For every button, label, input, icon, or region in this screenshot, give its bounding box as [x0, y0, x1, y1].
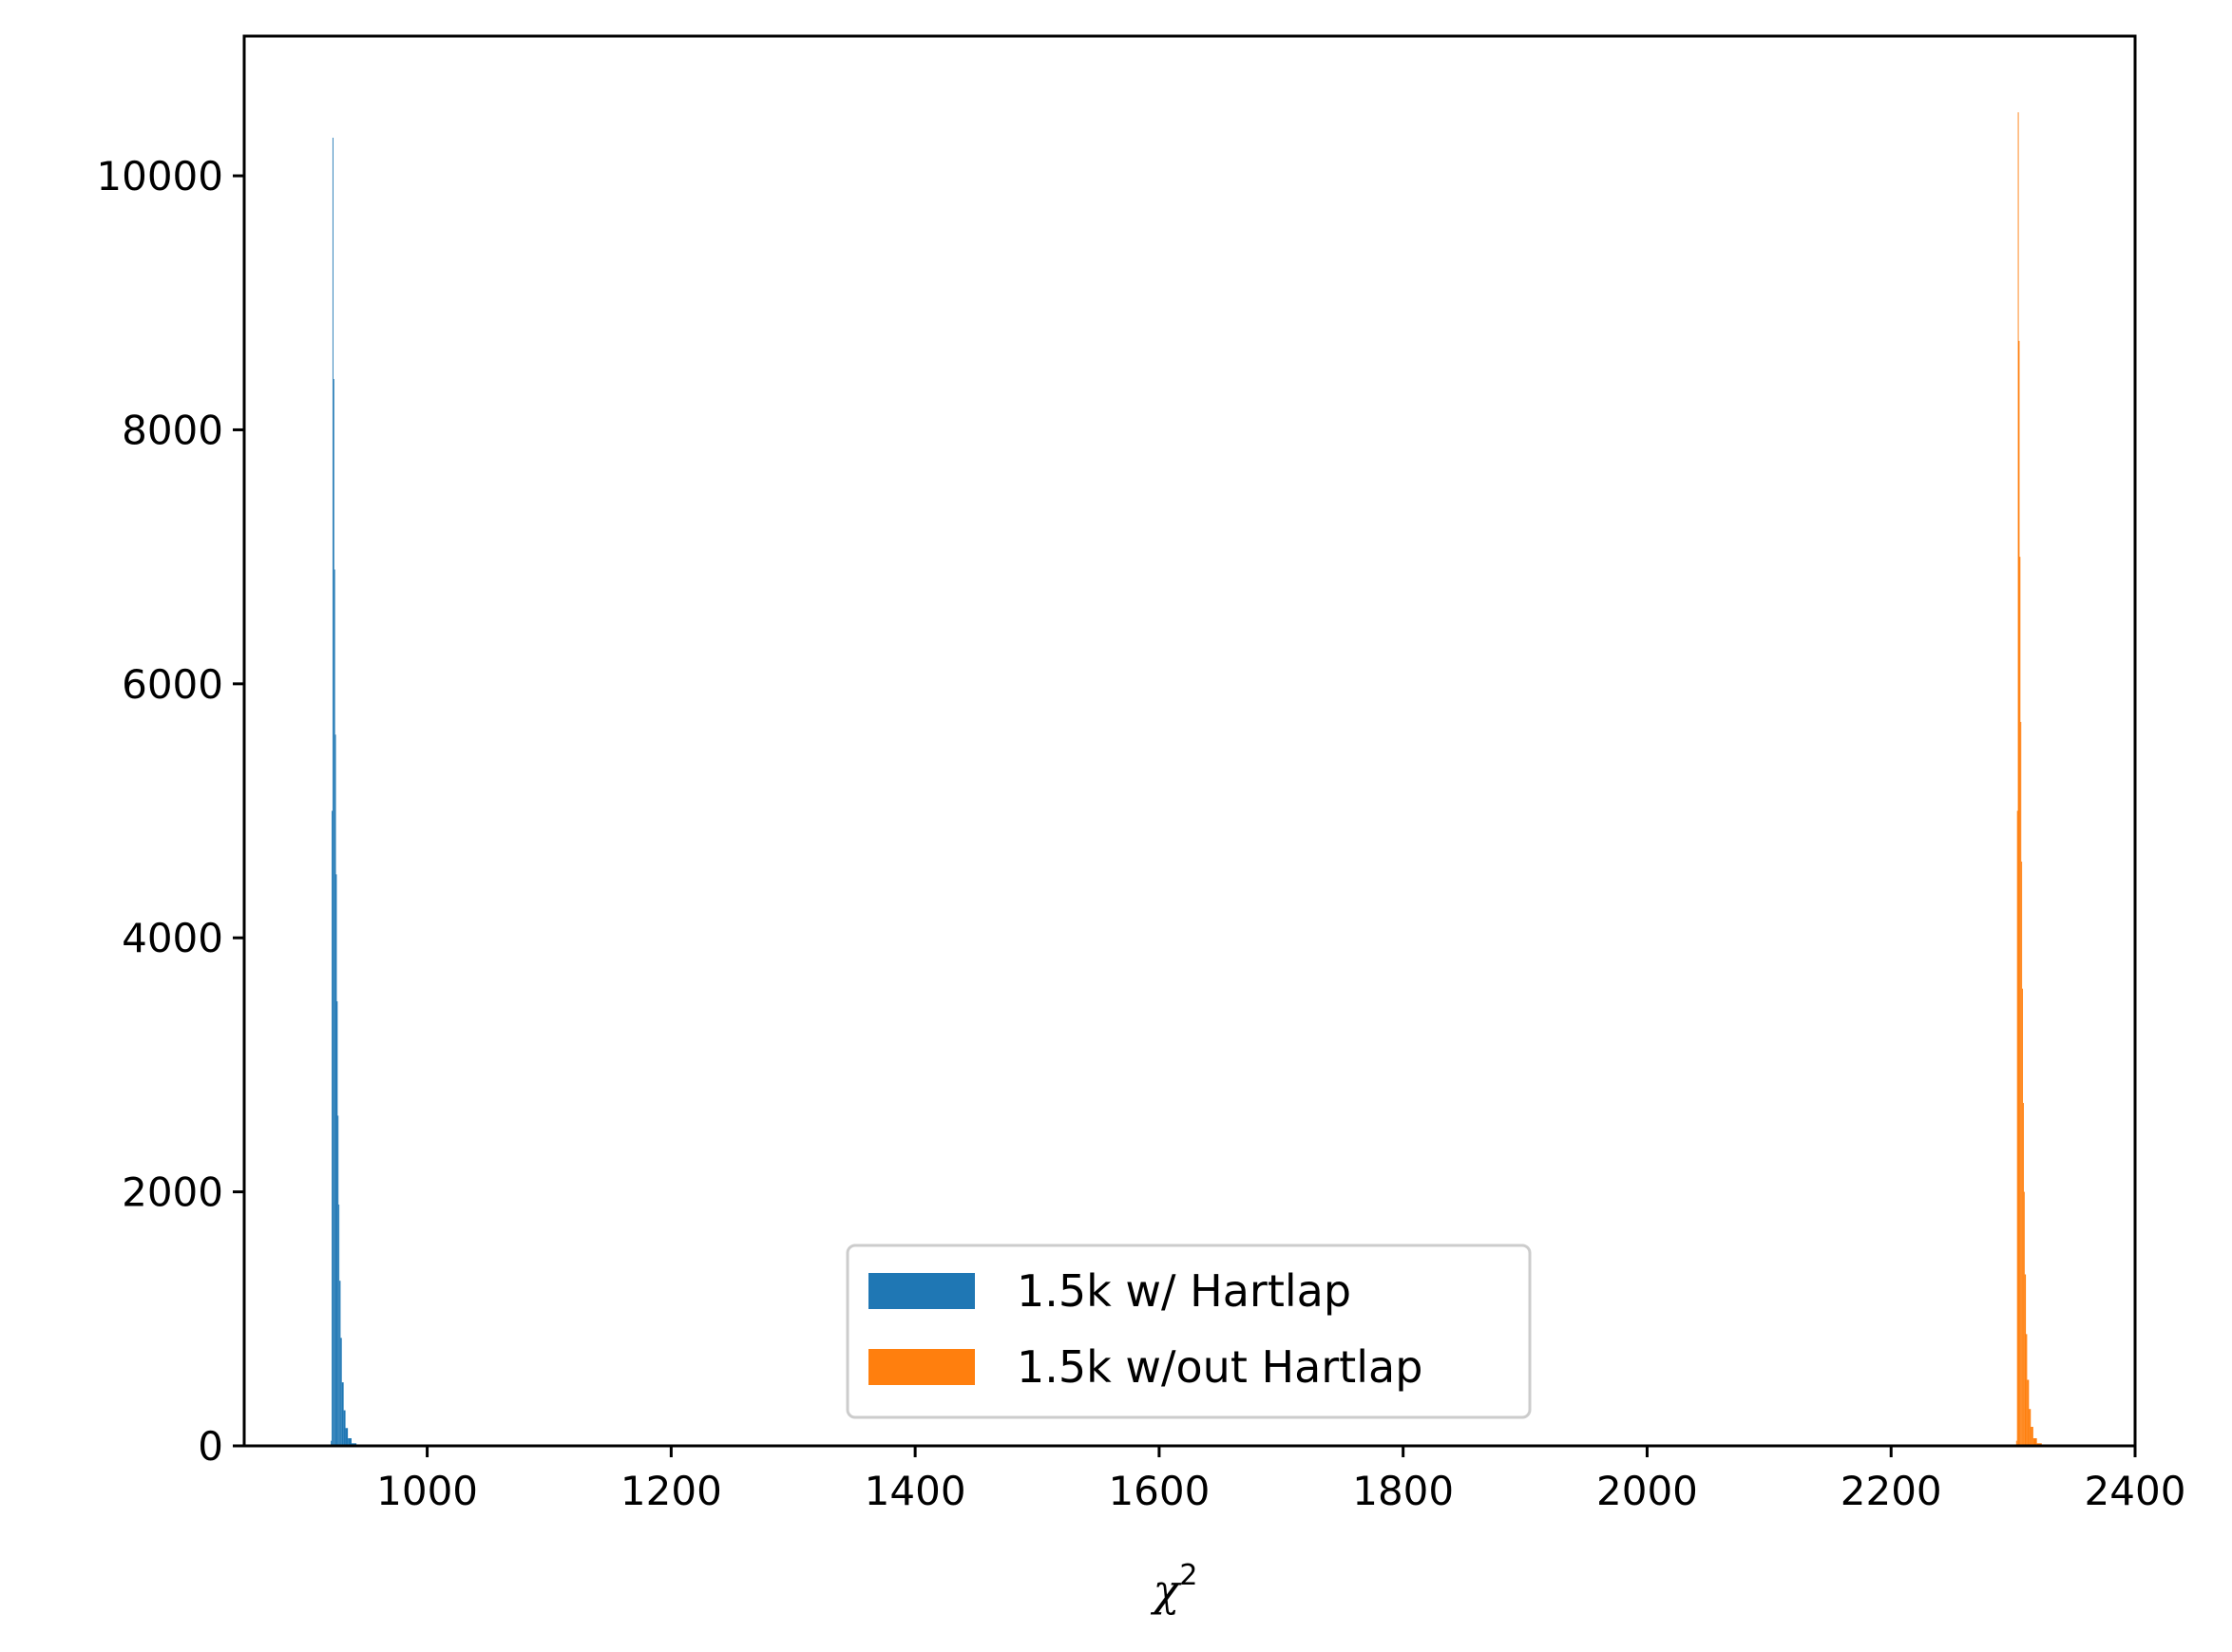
histogram-bar-series-1-bin-4: [2019, 557, 2021, 1446]
y-tick-label: 4000: [122, 915, 223, 961]
histogram-bar-series-1-bin-7: [2022, 988, 2024, 1446]
histogram-bar-series-0-bin-4: [334, 569, 335, 1446]
x-tick-label: 1800: [1352, 1468, 1454, 1514]
histogram-bar-series-1-bin-3: [2018, 340, 2020, 1446]
plot-area-frame: [242, 34, 2137, 1448]
histogram-bar-series-1-bin-12: [2027, 1379, 2030, 1446]
histogram-bar-series-0-bin-10: [339, 1281, 341, 1446]
histogram-bar-series-1-bin-9: [2023, 1191, 2025, 1446]
x-tick-label: 1000: [376, 1468, 478, 1514]
legend-swatch-no-hartlap: [868, 1349, 975, 1385]
x-tick-label: 1200: [620, 1468, 722, 1514]
legend-swatch-hartlap: [868, 1273, 975, 1309]
histogram-bar-series-1-bin-0: [2015, 1440, 2017, 1446]
y-tick-label: 10000: [96, 153, 223, 199]
bars-layer: [331, 112, 2042, 1447]
histogram-bar-series-1-bin-14: [2031, 1426, 2033, 1446]
histogram-bar-series-0-bin-7: [336, 1001, 338, 1446]
x-tick-label: 1600: [1108, 1468, 1210, 1514]
x-tick-label: 2400: [2085, 1468, 2186, 1514]
histogram-bar-series-0-bin-9: [338, 1204, 340, 1446]
x-axis-label-main: χ: [1151, 1565, 1183, 1616]
x-axis-label: χ2: [1151, 1559, 1198, 1616]
histogram-bar-series-0-bin-0: [331, 1440, 333, 1446]
histogram-bar-series-1-bin-8: [2023, 1103, 2024, 1446]
histogram-bar-series-0-bin-5: [334, 734, 336, 1446]
y-tick-label: 2000: [122, 1169, 223, 1216]
legend: 1.5k w/ Hartlap 1.5k w/out Hartlap: [846, 1244, 1532, 1419]
histogram-bar-series-0-bin-11: [340, 1338, 342, 1446]
y-tick-label: 6000: [122, 661, 223, 708]
histogram-bar-series-1-bin-1: [2016, 810, 2018, 1446]
histogram-bar-series-1-bin-6: [2021, 862, 2023, 1446]
x-axis-label-superscript: 2: [1179, 1559, 1197, 1592]
histogram-bar-series-1-bin-15: [2032, 1437, 2037, 1446]
histogram-bar-series-1-bin-10: [2024, 1274, 2027, 1446]
y-axis-ticks: 0 2000 4000 6000 8000 10000: [96, 153, 244, 1470]
histogram-bar-series-1-bin-5: [2020, 721, 2022, 1446]
histogram-bar-series-0-bin-6: [335, 874, 337, 1446]
histogram-bar-series-1-bin-11: [2026, 1334, 2028, 1446]
histogram-bar-series-0-bin-8: [337, 1115, 339, 1446]
y-tick-label: 0: [198, 1423, 223, 1470]
legend-label-no-hartlap: 1.5k w/out Hartlap: [1017, 1341, 1422, 1393]
histogram-bar-series-0-bin-12: [341, 1382, 344, 1446]
histogram-bar-series-0-bin-15: [348, 1437, 352, 1446]
histogram-bar-series-1-bin-2: [2017, 112, 2019, 1447]
histogram-bar-series-0-bin-13: [343, 1410, 346, 1446]
y-tick-label: 8000: [122, 407, 223, 453]
x-axis-ticks: 1000 1200 1400 1600 1800 2000 2200 2400: [376, 1446, 2185, 1514]
histogram-bar-series-1-bin-13: [2029, 1409, 2032, 1446]
histogram-bar-series-0-bin-2: [332, 137, 334, 1447]
x-tick-label: 2000: [1596, 1468, 1698, 1514]
histogram-bar-series-0-bin-14: [345, 1428, 349, 1446]
legend-label-hartlap: 1.5k w/ Hartlap: [1017, 1265, 1351, 1317]
histogram-bar-series-0-bin-1: [332, 810, 333, 1446]
x-tick-label: 2200: [1841, 1468, 1942, 1514]
legend-box: [846, 1244, 1532, 1419]
x-tick-label: 1400: [865, 1468, 966, 1514]
